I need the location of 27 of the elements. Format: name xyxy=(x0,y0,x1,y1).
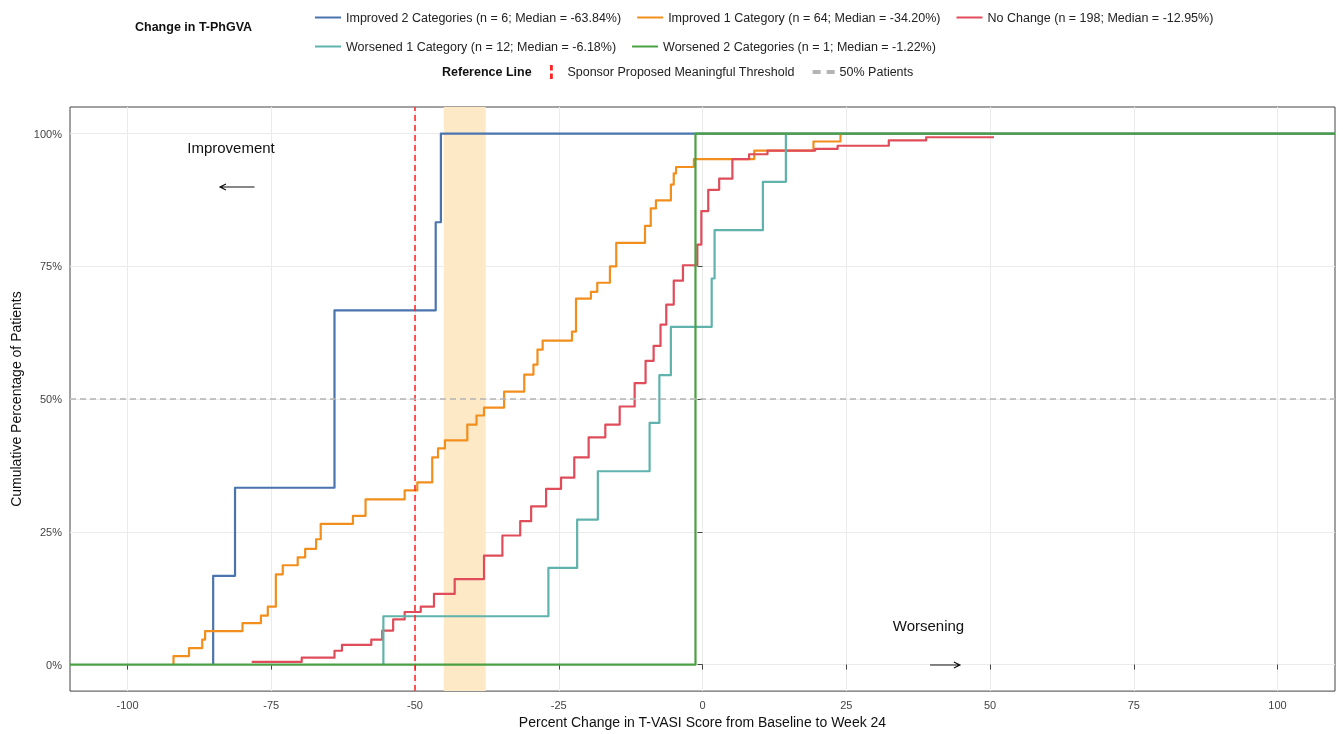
x-tick-label: 25 xyxy=(840,698,853,711)
y-tick-label: 50% xyxy=(39,393,63,406)
legend-label: Worsened 1 Category (n = 12; Median = -6.18%) xyxy=(346,39,617,54)
x-axis-title: Percent Change in T-VASI Score from Baseline to Week 24 xyxy=(518,714,887,730)
annotation: Worsening xyxy=(892,616,965,634)
legend-label: Worsened 2 Categories (n = 1; Median = -1.22%) xyxy=(663,39,936,54)
y-tick-label: 0% xyxy=(46,658,63,671)
legend-title: Change in T-PhGVA xyxy=(135,19,253,34)
y-tick-label: 100% xyxy=(33,127,63,140)
legend-label: 50% Patients xyxy=(839,65,914,79)
x-tick-label: -75 xyxy=(263,698,280,711)
x-tick-label: -25 xyxy=(550,698,567,711)
legend-label: Improved 1 Category (n = 64; Median = -34.20%) xyxy=(668,10,941,25)
x-tick-label: 50 xyxy=(983,698,997,711)
x-tick-label: 75 xyxy=(1127,698,1140,711)
text: Reference Line xyxy=(442,64,532,79)
x-tick-label: 0 xyxy=(699,698,706,711)
legend-label: Improved 2 Categories (n = 6; Median = -63.84%) xyxy=(346,10,622,25)
annotation: Improvement xyxy=(187,138,276,156)
y-tick-label: 75% xyxy=(39,260,63,273)
x-tick-label: 100 xyxy=(1268,698,1287,711)
x-tick-label: -50 xyxy=(407,698,423,711)
legend-label: Sponsor Proposed Meaningful Threshold xyxy=(567,65,795,79)
y-tick-label: 25% xyxy=(39,525,63,538)
y-axis-title: Cumulative Percentage of Patients xyxy=(7,291,24,507)
legend-label: No Change (n = 198; Median = -12.95%) xyxy=(987,10,1214,25)
x-tick-label: -100 xyxy=(116,698,139,711)
